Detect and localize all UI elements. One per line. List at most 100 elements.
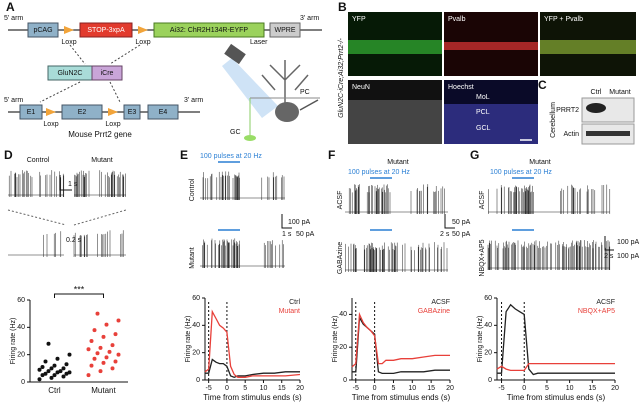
x-tick-label: -5 [206,385,212,392]
label: Hoechst [448,84,474,91]
x-tick-label: 5 [243,385,247,392]
label: GCL [476,125,491,132]
trace [487,240,611,270]
label: Control [27,157,50,164]
y-tick-label: 0 [196,377,200,384]
bracket [54,293,104,298]
label: 100 pA [617,239,640,246]
point [46,369,51,374]
y-tick-label: 20 [17,352,25,359]
label: GluN2C-iCre;Ai32;Prrt2-/- [338,37,345,117]
x-axis-label: Time from stimulus ends (s) [352,393,451,402]
label: STOP-3xpA [87,27,125,34]
label: 2 s [440,231,450,238]
point [55,356,60,361]
label: Mouse Prrt2 gene [68,130,132,139]
x-tick-label: 10 [408,385,416,392]
label: Cerebellum [550,102,557,138]
point [86,373,91,378]
label: NBQX+AP5 [479,239,486,276]
legend-label: ACSF [431,299,450,306]
point [55,370,60,375]
label: Laser [250,39,268,46]
point [98,369,103,374]
label: Actin [563,131,579,138]
panel-label: A [6,0,15,14]
x-tick-label: 0 [225,385,229,392]
construct [8,22,322,38]
point [104,322,109,327]
x-tick-label: 5 [545,385,549,392]
label: iCre [101,70,114,77]
y-tick-label: 40 [339,311,347,318]
point [89,339,94,343]
label: GABAzine [337,242,344,274]
scale-bar [59,175,72,191]
point [110,343,115,348]
label: 3' arm [184,97,203,104]
label: Loxp [61,39,76,46]
point [101,334,106,339]
label: Ai32: ChR2H134R-EYFP [170,27,249,34]
y-axis-label: Firing rate (Hz) [185,316,192,363]
point [52,363,57,368]
label: WPRE [275,27,296,34]
point [92,356,97,361]
point [98,345,103,350]
label: 2 s [604,253,614,260]
trace [8,170,65,197]
label: 100 pA [288,219,311,226]
panel-label: B [338,0,347,14]
point [110,366,115,371]
x-tick-label: 20 [296,385,304,392]
label: GluN2C [58,70,83,77]
point [64,362,69,367]
legend-label: NBQX+AP5 [578,308,615,315]
label: 100 pulses at 20 Hz [348,169,410,176]
legend-label: ACSF [596,299,615,306]
trace [73,230,126,257]
scale-bar [604,236,614,251]
label: Loxp [43,121,58,128]
label: YFP + Pvalb [544,16,583,23]
trace [488,184,611,214]
legend-label: GABAzine [418,308,450,315]
label: 50 pA [296,231,315,238]
label: pCAG [33,27,52,34]
label: Pvalb [448,16,466,23]
point [37,367,42,372]
point [43,359,48,364]
label: E4 [159,109,168,116]
label: MoL [476,94,490,101]
point [49,366,54,371]
y-tick-label: 60 [17,297,25,304]
point [61,366,66,371]
x-tick-label: 5 [392,385,396,392]
point [116,352,121,357]
point [95,351,100,356]
point [92,328,97,333]
point [40,364,45,369]
micrographs [348,12,636,144]
point [95,311,100,316]
point [61,374,66,379]
label: Loxp [105,121,120,128]
label: E2 [78,109,87,116]
point [101,360,106,365]
label: Loxp [135,39,150,46]
trace [200,238,285,268]
label: PCL [476,109,490,116]
x-axis-label: Time from stimulus ends (s) [203,393,302,402]
label: Control [189,178,196,201]
trace [200,171,285,200]
scale-bar [281,214,292,229]
western-blot [581,97,635,145]
point [67,370,72,375]
label: 50 pA [452,231,471,238]
label: Ctrl [591,89,602,96]
point [49,375,54,380]
panel-label: E [180,148,188,162]
x-tick-label: 20 [611,385,619,392]
trace [8,231,64,257]
